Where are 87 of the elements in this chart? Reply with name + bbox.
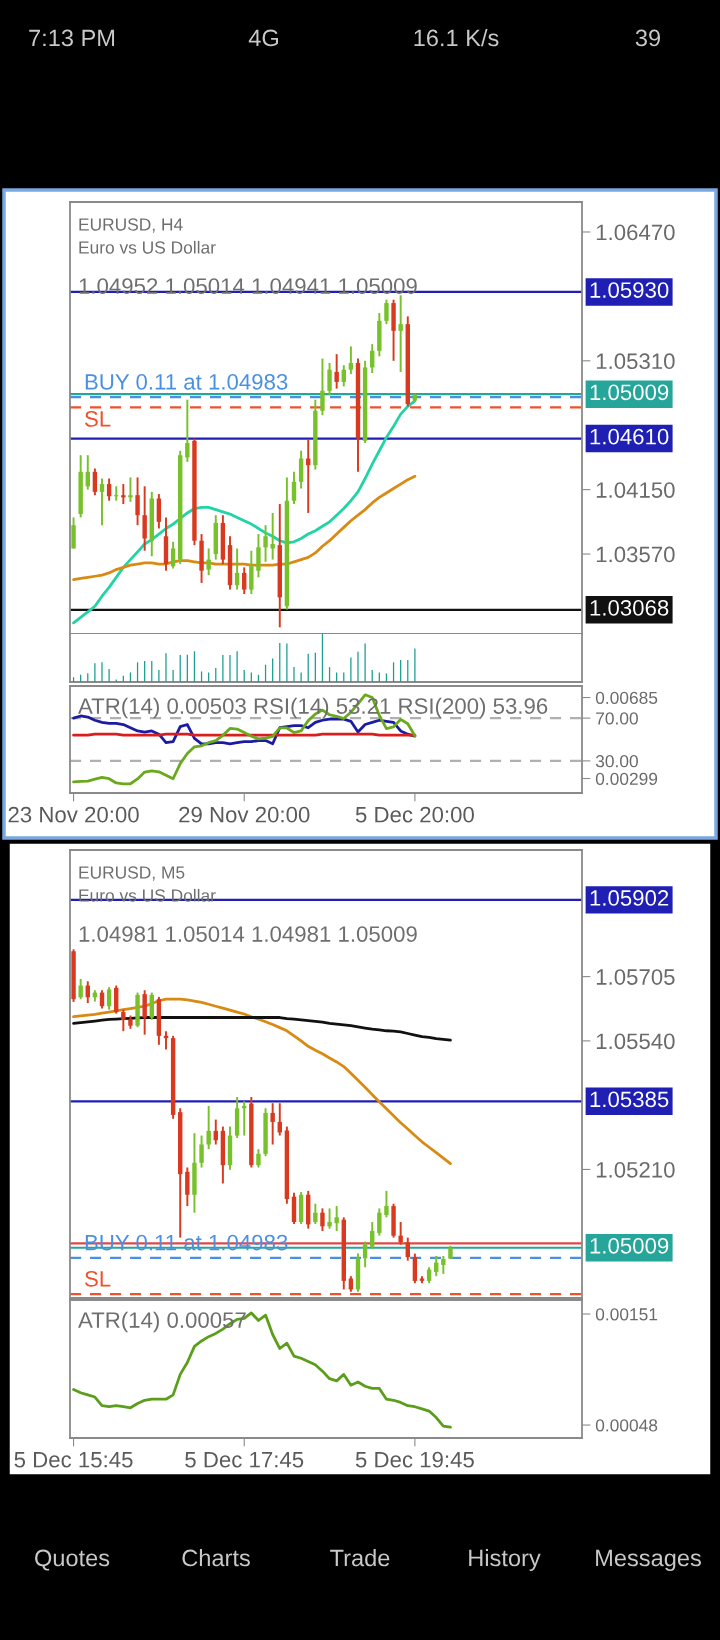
candlestick — [185, 398, 190, 463]
line-series — [72, 399, 417, 625]
candlestick — [71, 516, 76, 550]
ref-line-label: 1.05009 — [590, 1237, 669, 1254]
candlestick — [377, 1207, 382, 1237]
candlestick — [398, 294, 403, 373]
candlestick — [121, 1008, 126, 1033]
candlestick — [327, 1207, 332, 1230]
candlestick — [256, 1148, 261, 1169]
candlestick — [92, 467, 98, 497]
y-tick-label: 1.05705 — [596, 969, 675, 985]
candlestick — [398, 1221, 403, 1246]
line-series — [72, 1311, 452, 1429]
y-tick-label: 70.00 — [596, 712, 638, 725]
candlestick — [142, 989, 147, 1036]
candlestick — [135, 476, 140, 527]
annotation: Euro vs US Dollar — [79, 240, 216, 254]
candlestick — [334, 353, 339, 390]
ref-line-label: SL — [85, 411, 111, 427]
candlestick — [78, 977, 83, 1001]
ref-line-label: 1.05385 — [590, 1091, 669, 1108]
candlestick — [327, 362, 332, 397]
ref-line-label: BUY 0.11 at 1.04983 — [85, 373, 288, 390]
text: Messages — [596, 1549, 701, 1571]
candlestick — [291, 470, 297, 506]
text: 16.1 K/s — [414, 29, 499, 47]
ref-line-label: 1.04610 — [590, 428, 669, 445]
annotation: EURUSD, H4 — [79, 218, 183, 233]
y-tick-label: 30.00 — [595, 755, 638, 768]
y2-tick-label: 0.00685 — [595, 691, 658, 704]
candlestick — [263, 524, 268, 563]
ref-line-label: 1.03068 — [590, 600, 669, 616]
y-tick-label: 1.05540 — [596, 1033, 675, 1050]
candlestick — [99, 477, 105, 527]
candlestick — [270, 511, 275, 561]
candlestick — [320, 1207, 325, 1232]
y-tick-label: 1.04150 — [596, 482, 675, 498]
text: 39 — [635, 29, 661, 47]
candlestick — [256, 533, 261, 579]
ref-line-label: 1.05009 — [590, 384, 669, 401]
candlestick — [142, 485, 147, 552]
x-tick-label: 5 Dec 15:45 — [14, 1452, 133, 1468]
x-tick-label: 23 Nov 20:00 — [8, 806, 139, 823]
annotation: EURUSD, M5 — [79, 866, 185, 881]
x-tick-label: 29 Nov 20:00 — [179, 806, 310, 823]
y2-tick-label: 0.00299 — [595, 772, 658, 785]
y-tick-label: 0.00151 — [595, 1308, 658, 1321]
candlestick — [405, 1236, 410, 1262]
candlestick — [121, 483, 126, 506]
candlestick — [348, 345, 354, 376]
candlestick — [270, 1102, 275, 1146]
ref-line-label: 1.05930 — [590, 282, 669, 298]
text: Trade — [330, 1548, 390, 1567]
candlestick — [106, 986, 112, 1011]
x-tick-label: 5 Dec 17:45 — [185, 1452, 304, 1468]
candlestick — [370, 1221, 375, 1250]
text: History — [469, 1548, 541, 1571]
y-tick-label: 1.05310 — [596, 353, 675, 370]
candlestick — [384, 1189, 389, 1219]
candlestick — [320, 357, 325, 417]
y-tick-label: 1.06470 — [596, 224, 675, 241]
candlestick — [334, 1205, 339, 1232]
candlestick — [170, 540, 176, 570]
annotation: 1.04981 1.05014 1.04981 1.05009 — [79, 926, 417, 942]
ref-line-label: 1.05902 — [590, 890, 669, 906]
candlestick — [249, 549, 254, 595]
y-tick-label: 1.05210 — [596, 1161, 675, 1178]
candlestick — [185, 1166, 190, 1208]
text: 4G — [248, 29, 278, 47]
candlestick — [128, 476, 133, 503]
ref-line-label: SL — [85, 1270, 111, 1287]
y-tick-label: 1.03570 — [596, 546, 675, 563]
candlestick — [384, 298, 389, 326]
y-tick-label: 0.00048 — [595, 1419, 658, 1432]
candlestick — [313, 1202, 318, 1225]
candlestick — [206, 547, 211, 577]
text: Quotes — [35, 1549, 110, 1571]
text: 7:13 PM — [29, 29, 115, 47]
candlestick — [242, 566, 247, 595]
text: Charts — [182, 1548, 250, 1567]
candlestick — [149, 991, 154, 1021]
annotation: 1.04952 1.05014 1.04941 1.05009 — [79, 278, 417, 294]
candlestick — [199, 1134, 204, 1169]
candlestick — [412, 1252, 418, 1285]
candlestick — [206, 1104, 211, 1151]
x-tick-label: 5 Dec 19:45 — [355, 1451, 474, 1468]
x-tick-label: 5 Dec 20:00 — [355, 806, 474, 823]
